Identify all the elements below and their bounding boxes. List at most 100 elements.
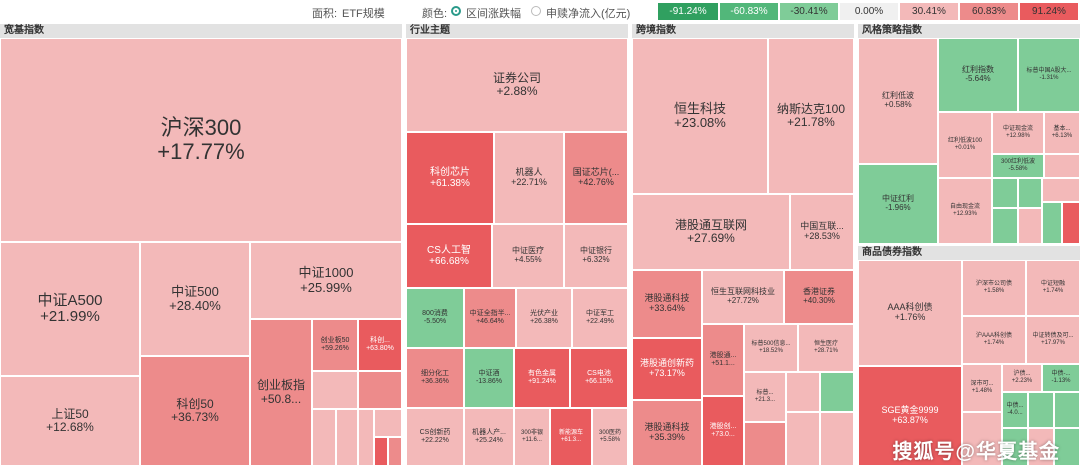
radio-flow-label[interactable]: 申赎净流入(亿元) [546, 8, 631, 20]
tile-kcxp[interactable]: 科创芯片 +61.38% [406, 132, 494, 224]
tile-bp500[interactable]: 标普500信息... +18.52% [744, 324, 798, 372]
tile-name: 中国互联... [800, 221, 844, 232]
tile-small[interactable] [820, 372, 854, 412]
tile-small[interactable] [962, 412, 1002, 466]
radio-range-label[interactable]: 区间涨跌幅 [466, 8, 521, 20]
tile-zzxj[interactable]: 中证现金流 +12.98% [992, 112, 1044, 154]
area-value[interactable]: ETF规模 [342, 8, 385, 20]
tile-small[interactable] [374, 437, 388, 466]
tile-ggtc2[interactable]: 港股创... +73.0... [702, 396, 744, 466]
tile-small[interactable] [1054, 428, 1080, 466]
tile-xnyc[interactable]: 新能源车 +61.3... [550, 408, 592, 466]
tile-small[interactable] [336, 409, 358, 466]
tile-hskj[interactable]: 恒生科技 +23.08% [632, 38, 768, 194]
tile-small[interactable] [312, 371, 358, 409]
tile-hcz[interactable]: 沪债... +2.23% [1002, 364, 1042, 392]
tile-small[interactable] [992, 178, 1018, 208]
tile-hshl[interactable]: 恒生互联网科技业 +27.72% [702, 270, 784, 324]
tile-gzxp[interactable]: 国证芯片(... +42.76% [564, 132, 628, 224]
tile-zjx[interactable]: 中债-... -1.13% [1042, 364, 1080, 392]
tile-bpzghl[interactable]: 标普中国A股大... -1.31% [1018, 38, 1080, 112]
tile-zzjg[interactable]: 中证军工 +22.49% [572, 288, 628, 348]
panel-cross-title: 跨境指数 [632, 24, 854, 38]
tile-gfcy[interactable]: 光伏产业 +26.38% [516, 288, 572, 348]
tile-nsdk[interactable]: 纳斯达克100 +21.78% [768, 38, 854, 194]
tile-ggtkj2[interactable]: 港股通科技 +35.39% [632, 400, 702, 466]
tile-sz50[interactable]: 上证50 +12.68% [0, 376, 140, 466]
tile-cyb[interactable]: 创业板指 +50.8... [250, 319, 312, 466]
tile-small[interactable] [312, 409, 336, 466]
tile-small[interactable] [374, 409, 402, 437]
tile-zzyl[interactable]: 中证医疗 +4.55% [492, 224, 564, 288]
tile-hsaaa[interactable]: 沪AAA科创债 +1.74% [962, 316, 1026, 364]
tile-hldb100[interactable]: 红利低波100 +0.01% [938, 112, 992, 178]
tile-zqgs[interactable]: 证券公司 +2.88% [406, 38, 628, 132]
tile-small[interactable] [1028, 392, 1054, 428]
tile-small[interactable] [1044, 154, 1080, 178]
tile-hsyl[interactable]: 恒生医疗 +28.71% [798, 324, 854, 372]
tile-small[interactable] [1018, 178, 1042, 208]
tile-yl300[interactable]: 300非银 +11.6... [514, 408, 550, 466]
tile-value: +61.38% [430, 178, 470, 189]
tile-small[interactable] [358, 409, 374, 466]
tile-ysjs[interactable]: 有色金属 +91.24% [514, 348, 570, 408]
tile-sscz[interactable]: 深市可... +1.48% [962, 364, 1002, 412]
tile-sge[interactable]: SGE黄金9999 +63.87% [858, 366, 962, 466]
tile-small[interactable] [1028, 428, 1054, 466]
tile-xf800[interactable]: 800消费 -5.50% [406, 288, 464, 348]
tile-kcx[interactable]: 科创... +63.80% [358, 319, 402, 371]
tile-zzjb[interactable]: 中证全指半... +46.64% [464, 288, 516, 348]
tile-value: +51.1... [711, 360, 735, 367]
tile-small[interactable] [358, 371, 402, 409]
tile-jqrcy[interactable]: 机器人产... +25.24% [464, 408, 514, 466]
tile-bpx[interactable]: 标普... +21.3... [744, 372, 786, 422]
tile-value: +27.72% [727, 296, 759, 305]
tile-hl300[interactable]: 300红利低波 -5.58% [992, 154, 1044, 178]
tile-small[interactable] [1042, 202, 1062, 244]
tile-zd2[interactable]: 中债... -4.0... [1002, 392, 1028, 428]
tile-xfhg[interactable]: 细分化工 +36.36% [406, 348, 464, 408]
tile-zgzq[interactable]: 中国互联... +28.53% [790, 194, 854, 270]
tile-csrgzn[interactable]: CS人工智 +66.68% [406, 224, 492, 288]
tile-small[interactable] [820, 412, 854, 466]
tile-small[interactable] [1042, 178, 1080, 202]
tile-small[interactable] [388, 437, 402, 466]
tile-hldb[interactable]: 红利低波 +0.58% [858, 38, 938, 164]
tile-small[interactable] [1054, 392, 1080, 428]
tile-jsk[interactable]: 基本... +6.13% [1044, 112, 1080, 154]
tile-small[interactable] [1018, 208, 1042, 244]
tile-hlzs[interactable]: 红利指数 -5.64% [938, 38, 1018, 112]
tile-zzj[interactable]: 中证酒 -13.86% [464, 348, 514, 408]
tile-zza500[interactable]: 中证A500 +21.99% [0, 242, 140, 376]
tile-small[interactable] [1062, 202, 1080, 244]
radio-range[interactable] [451, 6, 461, 16]
tile-csdc[interactable]: CS电池 +66.15% [570, 348, 628, 408]
tile-yy300[interactable]: 300医药 +5.58% [592, 408, 628, 466]
tile-kc50[interactable]: 科创50 +36.73% [140, 356, 250, 466]
tile-aaakcz[interactable]: AAA科创债 +1.76% [858, 260, 962, 366]
tile-xgzq[interactable]: 香港证券 +40.30% [784, 270, 854, 324]
tile-zz500[interactable]: 中证500 +28.40% [140, 242, 250, 356]
tile-small[interactable] [992, 208, 1018, 244]
tile-zzhl[interactable]: 中证红利 -1.96% [858, 164, 938, 244]
tile-ggthl[interactable]: 港股通互联网 +27.69% [632, 194, 790, 270]
tile-jqr[interactable]: 机器人 +22.71% [494, 132, 564, 224]
tile-hskcgs[interactable]: 沪深市公司债 +1.58% [962, 260, 1026, 316]
tile-ggtkj[interactable]: 港股通科技 +33.64% [632, 270, 702, 338]
tile-ggty[interactable]: 港股通... +51.1... [702, 324, 744, 396]
tile-zyxj[interactable]: 自由现金流 +12.93% [938, 178, 992, 244]
tile-small[interactable] [786, 412, 820, 466]
tile-cyb50[interactable]: 创业板50 +59.26% [312, 319, 358, 371]
radio-flow[interactable] [531, 6, 541, 16]
tile-zzyh[interactable]: 中证银行 +6.32% [564, 224, 628, 288]
tile-small[interactable] [744, 422, 786, 466]
tile-cscxy[interactable]: CS创新药 +22.22% [406, 408, 464, 466]
tile-zjkcz[interactable]: 中证短融 +1.74% [1026, 260, 1080, 316]
tile-ggtcxy[interactable]: 港股通创新药 +73.17% [632, 338, 702, 400]
tile-small[interactable] [1002, 428, 1028, 466]
tile-value: +25.99% [300, 279, 352, 295]
tile-hs300[interactable]: 沪深300 +17.77% [0, 38, 402, 242]
tile-small[interactable] [786, 372, 820, 412]
tile-zzdzhl[interactable]: 中证转债及可... +17.97% [1026, 316, 1080, 364]
tile-zz1000[interactable]: 中证1000 +25.99% [250, 242, 402, 319]
